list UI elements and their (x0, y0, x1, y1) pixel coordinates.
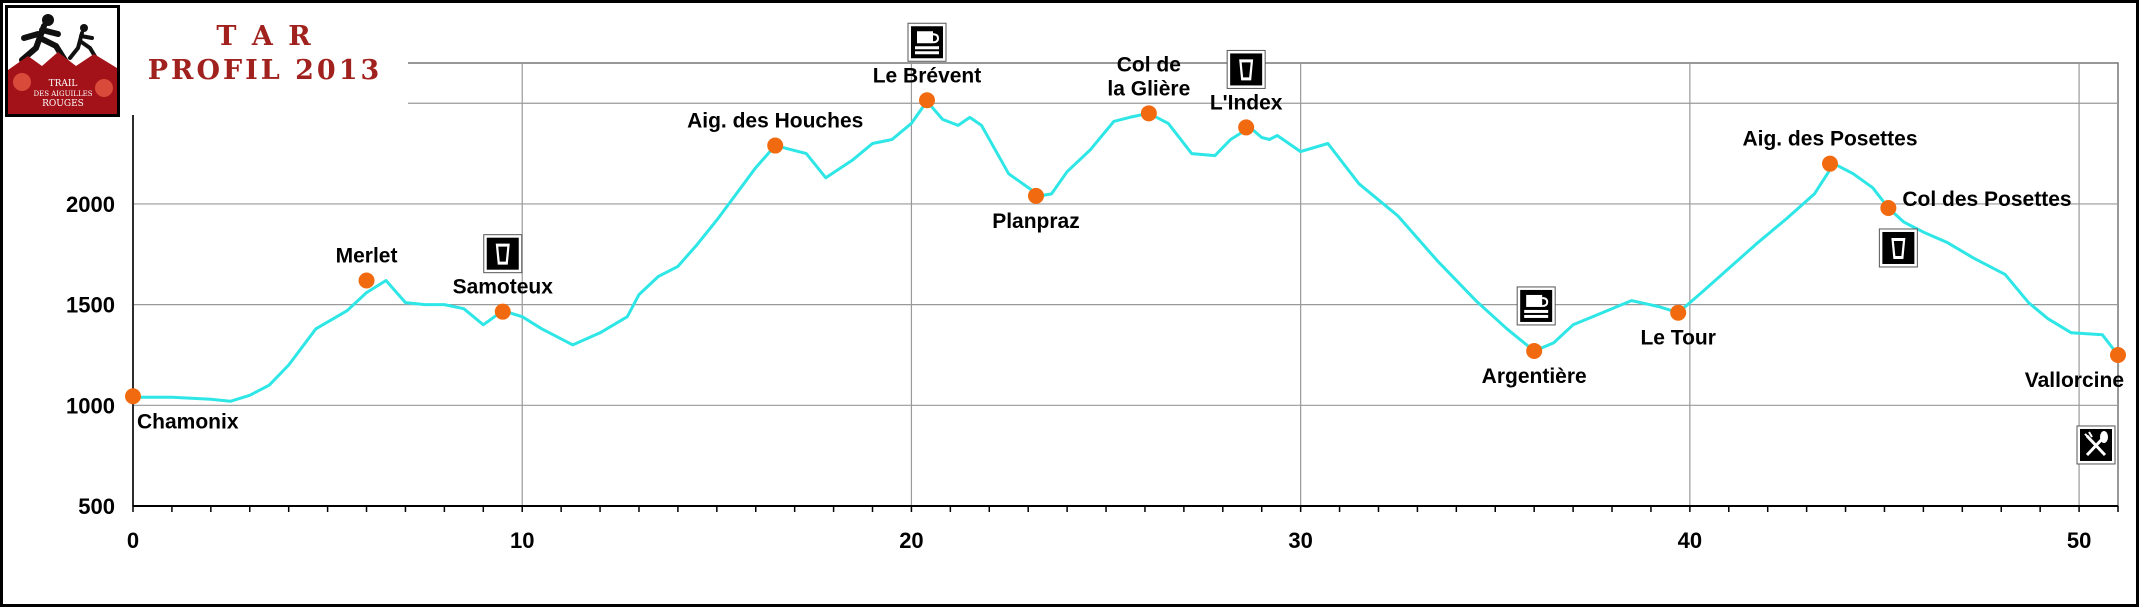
y-tick-label: 1000 (66, 393, 115, 418)
y-tick-label: 1500 (66, 293, 115, 318)
waypoint-marker (358, 272, 375, 289)
elevation-profile-chart: 500100015002000250001020304050ChamonixMe… (66, 22, 2126, 553)
x-tick-label: 30 (1288, 528, 1312, 553)
waypoint-label: Argentière (1482, 365, 1587, 388)
drink-icon (1878, 228, 1918, 268)
waypoint-label: Aig. des Posettes (1742, 128, 1917, 151)
waypoint-marker (1027, 187, 1044, 204)
waypoint-marker (494, 303, 511, 320)
drink-icon (1226, 49, 1266, 89)
waypoint-label: L'Index (1210, 91, 1283, 114)
waypoint-marker (767, 137, 784, 154)
waypoint-label: Merlet (336, 244, 398, 267)
waypoint-label: Samoteux (453, 276, 554, 299)
x-tick-label: 20 (899, 528, 923, 553)
food-icon (1516, 286, 1556, 326)
drink-icon (483, 234, 523, 274)
meal-icon (2076, 425, 2116, 465)
waypoint-label: Col des Posettes (1902, 188, 2071, 211)
chart-title-line1: T A R (216, 21, 314, 52)
title-box: T A R PROFIL 2013 (122, 20, 408, 115)
logo-text: TRAIL (49, 79, 78, 89)
waypoint-marker (1821, 155, 1838, 172)
waypoint-label: Le Tour (1640, 327, 1715, 350)
waypoint-marker (125, 388, 141, 405)
waypoint-label: Le Brévent (873, 64, 982, 87)
plot-area (132, 62, 2119, 507)
waypoint-label: Aig. des Houches (687, 110, 863, 133)
waypoint-marker (1140, 105, 1157, 122)
x-tick-label: 50 (2067, 528, 2091, 553)
x-tick-label: 0 (127, 528, 139, 553)
waypoint-marker (1238, 119, 1255, 136)
chart-title-line2: PROFIL 2013 (147, 55, 383, 86)
y-tick-label: 500 (78, 494, 115, 519)
elevation-line (133, 99, 2120, 403)
svg-text:ROUGES: ROUGES (42, 99, 84, 109)
runner-logo-icon: TRAIL DES AIGUILLES ROUGES (8, 8, 117, 114)
waypoint-marker (919, 92, 935, 109)
waypoint-marker (1526, 342, 1543, 359)
waypoint-label: Vallorcine (2025, 369, 2124, 392)
waypoint-marker (2110, 346, 2126, 363)
trail-logo: TRAIL DES AIGUILLES ROUGES (5, 5, 120, 117)
waypoint-marker (1880, 199, 1897, 216)
svg-text:DES AIGUILLES: DES AIGUILLES (33, 90, 92, 98)
x-tick-label: 40 (1678, 528, 1702, 553)
y-tick-label: 2000 (66, 192, 115, 217)
waypoint-label: Planpraz (992, 210, 1080, 233)
x-tick-label: 10 (510, 528, 534, 553)
waypoint-marker (1670, 304, 1687, 321)
waypoint-label: la Glière (1107, 77, 1190, 100)
food-icon (907, 22, 947, 62)
waypoint-label: Col de (1117, 53, 1181, 76)
waypoint-label: Chamonix (137, 410, 239, 433)
